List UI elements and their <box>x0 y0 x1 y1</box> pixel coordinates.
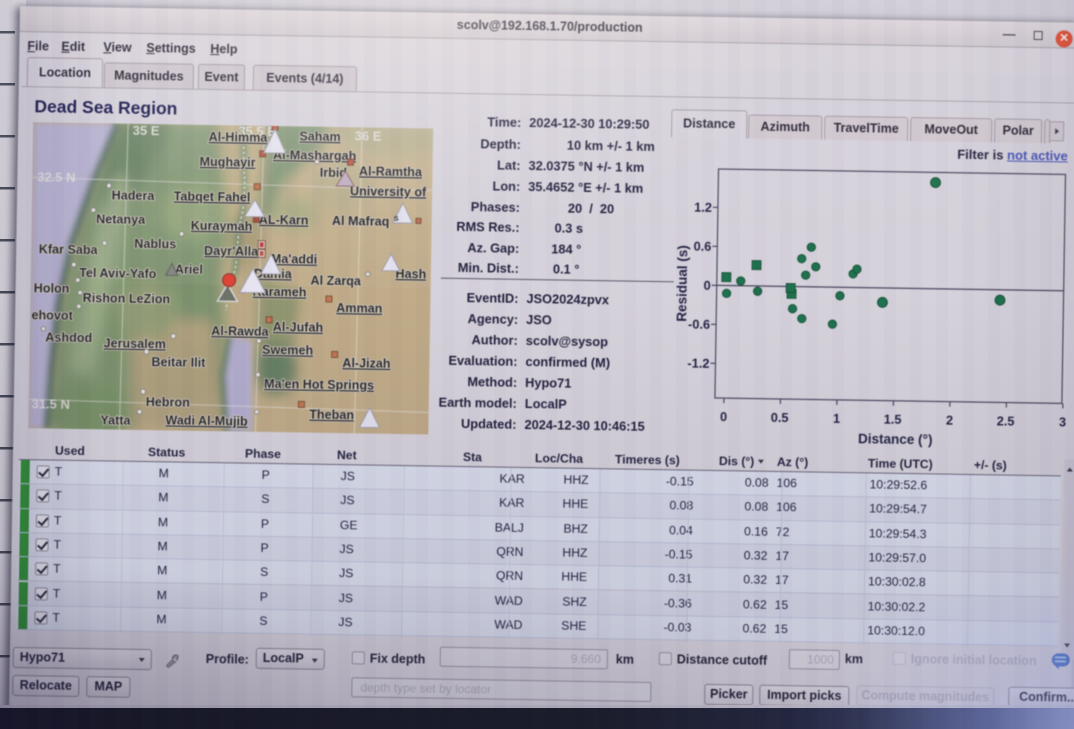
svg-text:Saham: Saham <box>299 129 341 144</box>
svg-text:Kuraymah: Kuraymah <box>191 219 253 234</box>
svg-text:0: 0 <box>703 278 710 293</box>
svg-text:-0.6: -0.6 <box>688 317 710 332</box>
svg-text:University of: University of <box>350 184 427 199</box>
svg-text:Beitar Ilit: Beitar Ilit <box>151 355 206 370</box>
svg-text:Al Mafraq: Al Mafraq <box>332 214 390 229</box>
svg-text:Hebron: Hebron <box>146 395 190 410</box>
svg-text:Dayr'Alla: Dayr'Alla <box>204 244 259 259</box>
svg-text:Amman: Amman <box>336 301 382 316</box>
svg-text:Kfar Saba: Kfar Saba <box>39 242 99 257</box>
svg-text:Rishon LeZion: Rishon LeZion <box>83 291 171 306</box>
svg-text:Al-Jizah: Al-Jizah <box>342 356 391 371</box>
svg-text:Distance (°): Distance (°) <box>858 431 933 447</box>
svg-text:Al-Himma: Al-Himma <box>208 130 268 145</box>
svg-text:Tabqet Fahel: Tabqet Fahel <box>174 189 251 204</box>
svg-text:2: 2 <box>946 413 953 428</box>
svg-text:Theban: Theban <box>309 408 354 423</box>
svg-text:Karameh: Karameh <box>252 285 306 300</box>
svg-text:36 E: 36 E <box>355 128 382 143</box>
svg-text:35.5 E: 35.5 E <box>238 123 276 139</box>
svg-text:Hash: Hash <box>395 267 426 281</box>
svg-text:s: s <box>394 213 399 223</box>
svg-text:Al Zarqa: Al Zarqa <box>310 274 362 289</box>
svg-text:1.5: 1.5 <box>884 412 902 427</box>
svg-text:Residual (s): Residual (s) <box>674 245 690 322</box>
svg-text:0.5: 0.5 <box>771 410 789 425</box>
svg-text:Irbid: Irbid <box>320 166 348 180</box>
svg-text:Al-Rawda: Al-Rawda <box>211 324 270 339</box>
svg-text:0: 0 <box>720 409 727 424</box>
svg-text:3: 3 <box>1059 414 1066 429</box>
svg-text:1: 1 <box>833 411 840 426</box>
svg-text:Jerusalem: Jerusalem <box>103 336 166 351</box>
svg-text:35 E: 35 E <box>133 123 160 138</box>
svg-text:-1.2: -1.2 <box>687 356 709 371</box>
svg-text:Swemeh: Swemeh <box>262 343 313 358</box>
svg-text:Netanya: Netanya <box>96 212 146 227</box>
svg-text:Yatta: Yatta <box>100 413 131 427</box>
svg-text:Ariel: Ariel <box>175 262 203 276</box>
svg-text:Al-Ramtha: Al-Ramtha <box>359 164 423 179</box>
svg-text:Al-Mashargah: Al-Mashargah <box>273 148 356 163</box>
svg-text:Nablus: Nablus <box>134 237 176 252</box>
svg-text:Ashdod: Ashdod <box>45 330 92 345</box>
svg-text:1.2: 1.2 <box>694 200 712 215</box>
svg-text:Ma'en Hot Springs: Ma'en Hot Springs <box>264 377 374 393</box>
svg-text:Hadera: Hadera <box>112 188 156 203</box>
svg-text:AL-Karn: AL-Karn <box>259 213 309 228</box>
svg-text:0.6: 0.6 <box>693 239 711 254</box>
svg-text:31.5 N: 31.5 N <box>31 396 70 412</box>
svg-text:Holon: Holon <box>34 281 70 296</box>
svg-text:Mughayir: Mughayir <box>199 155 255 170</box>
svg-text:Ma'addi: Ma'addi <box>271 252 318 267</box>
svg-text:Al-Jufah: Al-Jufah <box>273 320 324 335</box>
svg-text:2.5: 2.5 <box>997 413 1015 428</box>
svg-text:Wadi Al-Mujib: Wadi Al-Mujib <box>165 413 248 428</box>
svg-text:ehovot: ehovot <box>31 308 73 323</box>
svg-text:Tel Aviv-Yafo: Tel Aviv-Yafo <box>79 266 157 281</box>
svg-text:32.5 N: 32.5 N <box>37 169 76 185</box>
